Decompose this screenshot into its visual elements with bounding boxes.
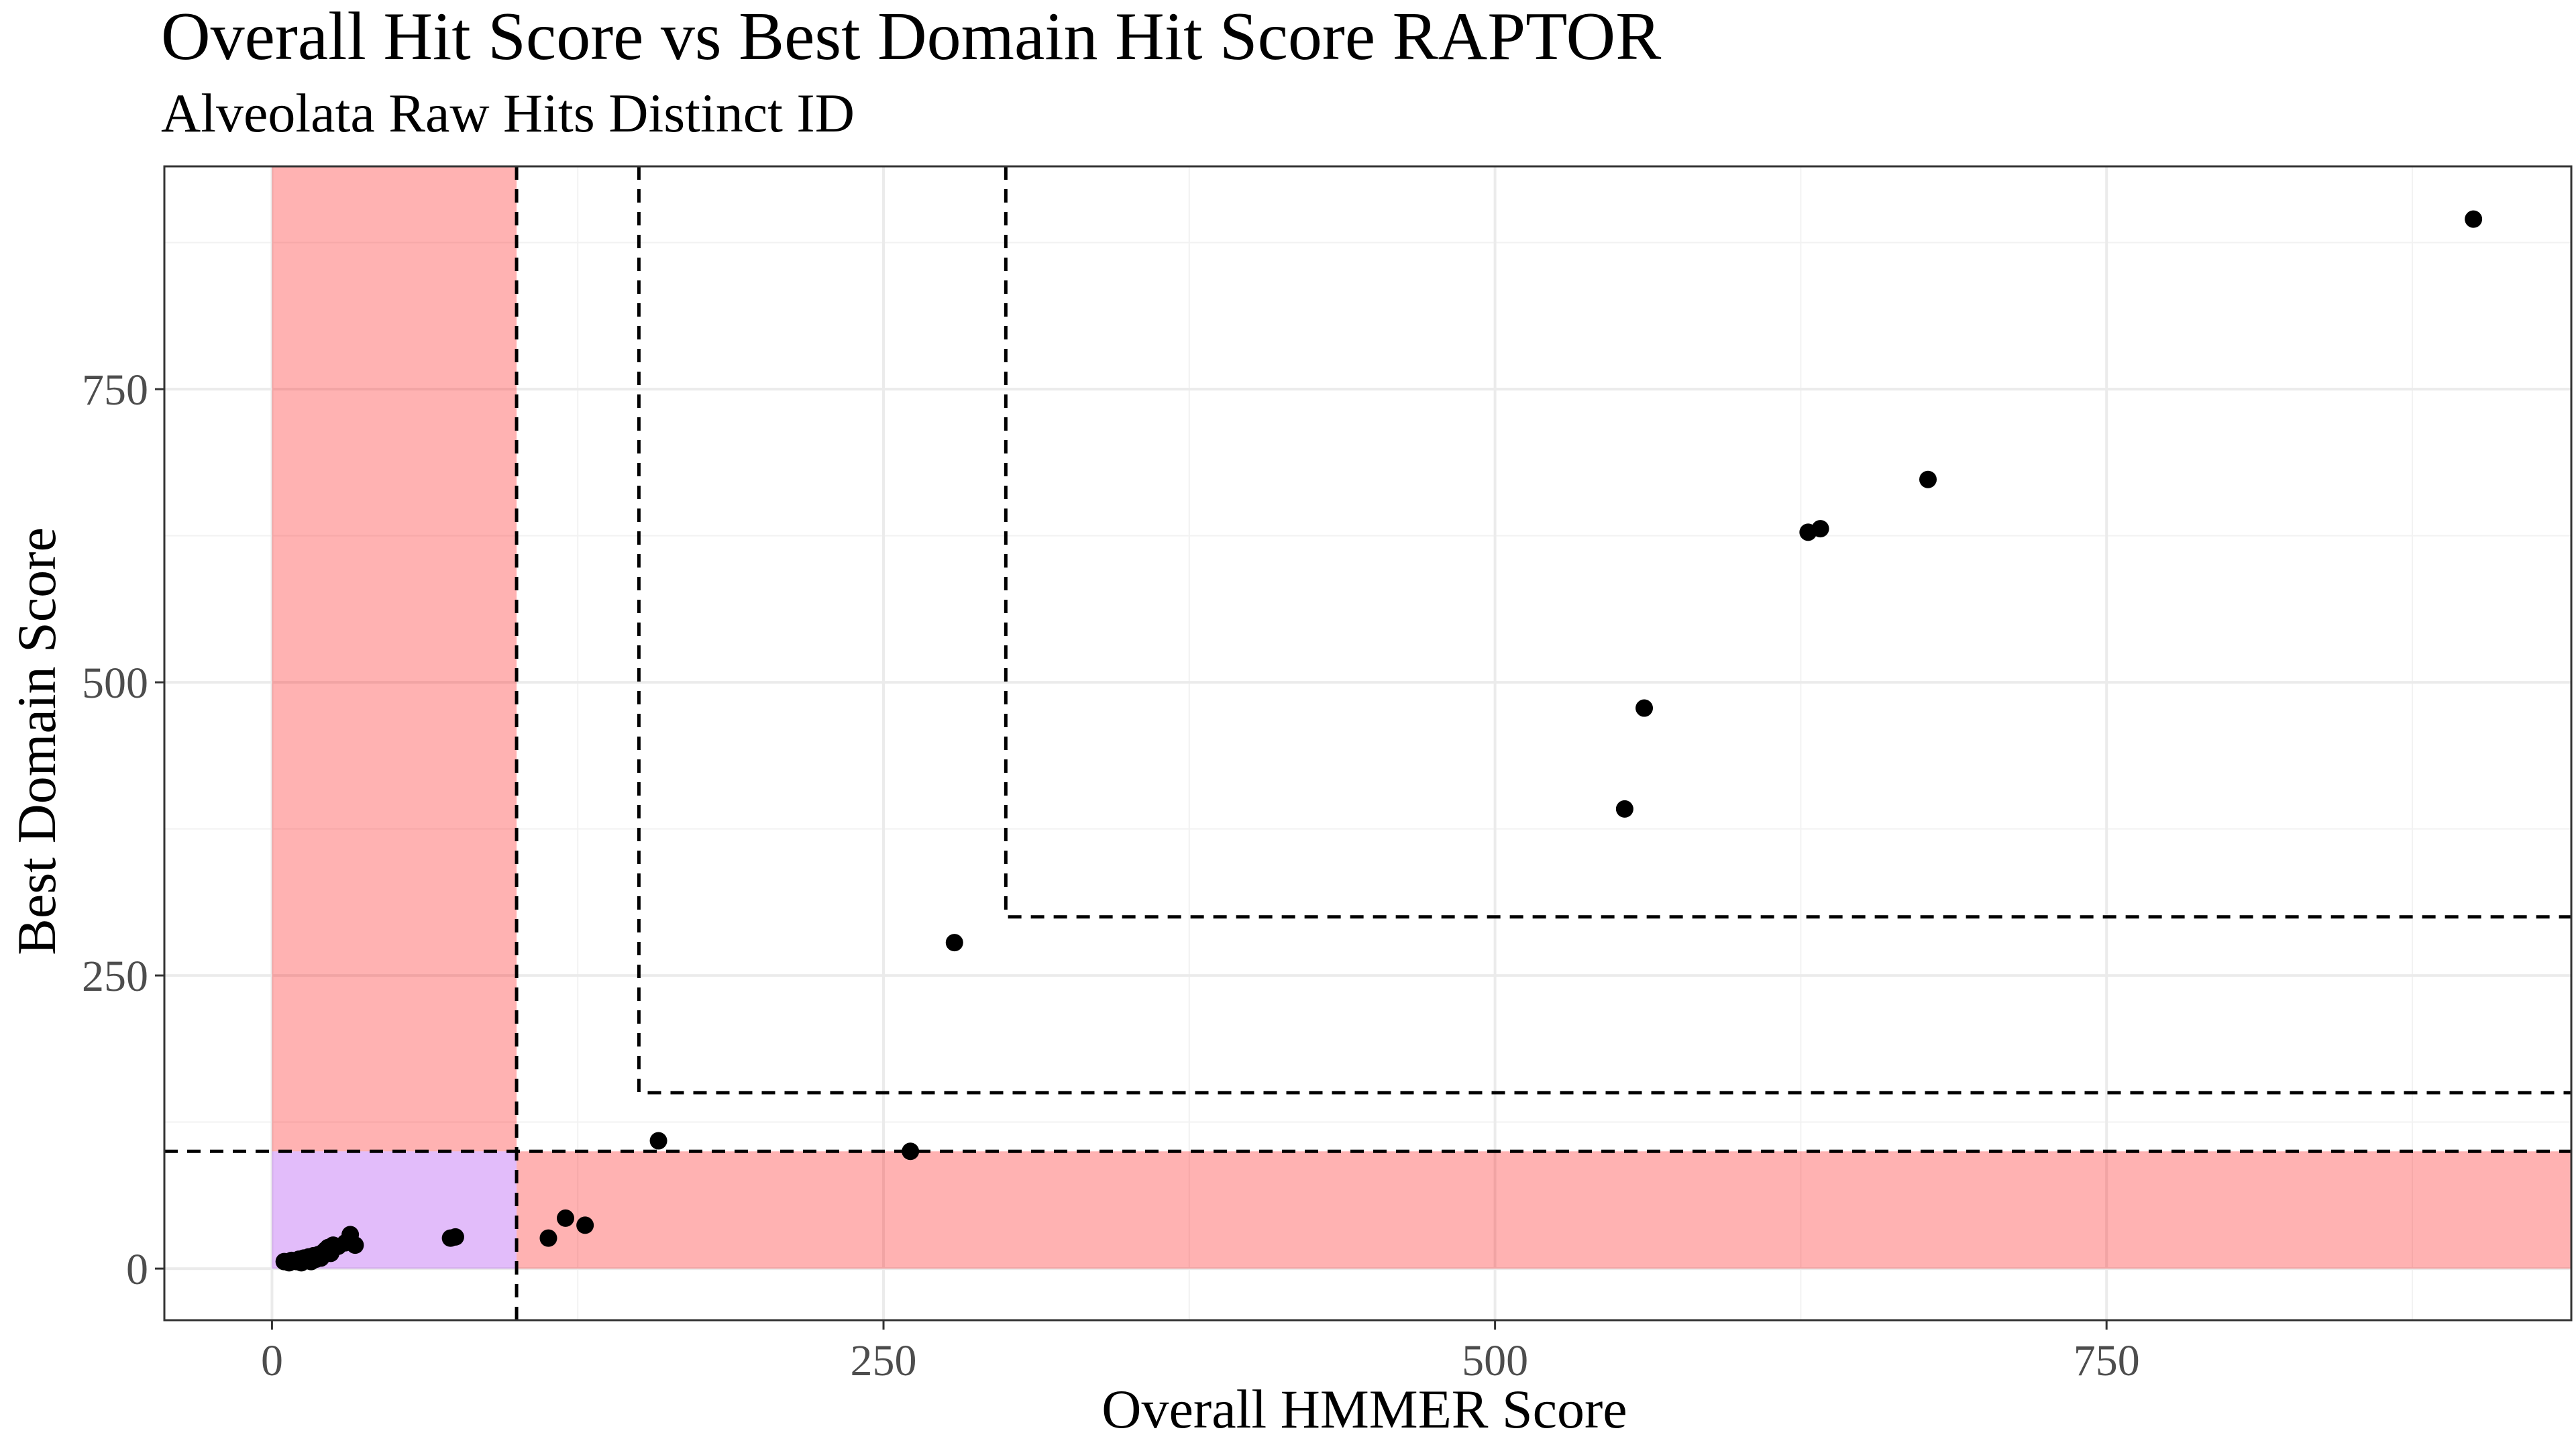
x-tick-label: 250 [851, 1336, 917, 1385]
y-tick-label: 500 [82, 659, 148, 708]
data-point [1919, 470, 1937, 488]
x-tick-label: 0 [261, 1336, 283, 1385]
shaded-region [272, 166, 517, 1152]
x-axis-ticks: 0 250 500 750 [261, 1320, 2140, 1385]
data-point [2465, 210, 2483, 228]
data-point [557, 1209, 574, 1227]
data-point [446, 1228, 464, 1246]
x-axis-label: Overall HMMER Score [1102, 1379, 1627, 1440]
data-point [1811, 520, 1829, 538]
y-axis-ticks: 0 250 500 750 [82, 366, 164, 1294]
data-point [902, 1142, 920, 1161]
chart-title: Overall Hit Score vs Best Domain Hit Sco… [161, 0, 1661, 74]
y-tick-label: 250 [82, 952, 148, 1001]
y-tick-label: 0 [126, 1245, 148, 1294]
plot-border [163, 165, 2573, 1322]
x-tick-label: 500 [1462, 1336, 1528, 1385]
data-point [649, 1132, 667, 1150]
data-point [1615, 800, 1633, 818]
data-point [539, 1229, 557, 1247]
x-tick-label: 750 [2074, 1336, 2140, 1385]
threshold-box-corner [637, 166, 2571, 1095]
plot-background [164, 166, 2571, 1320]
data-point [346, 1236, 364, 1254]
data-point [945, 934, 963, 952]
shaded-region [517, 1151, 2571, 1269]
data-point [576, 1216, 594, 1234]
y-axis-label: Best Domain Score [6, 527, 67, 955]
chart-subtitle: Alveolata Raw Hits Distinct ID [161, 83, 855, 144]
data-point [1635, 699, 1654, 717]
y-tick-label: 750 [82, 366, 148, 415]
plot-panel [163, 165, 2573, 1322]
